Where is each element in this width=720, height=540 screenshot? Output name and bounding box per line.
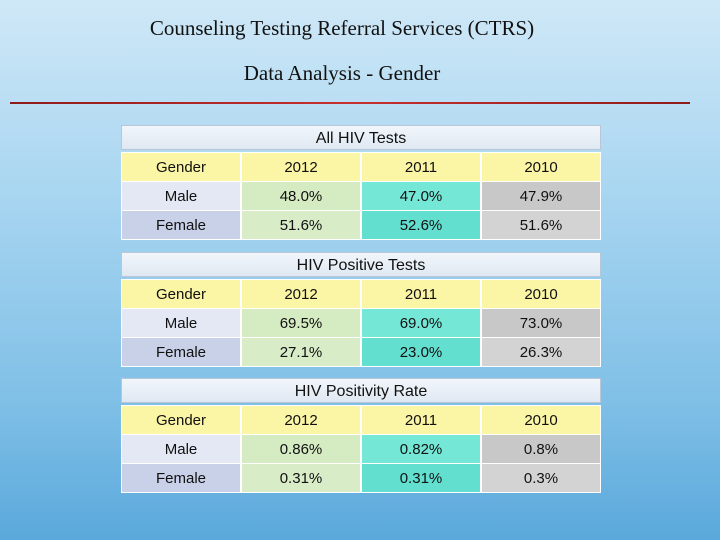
title-divider <box>10 102 690 104</box>
column-header-2010: 2010 <box>481 152 601 182</box>
column-header-2012: 2012 <box>241 405 361 435</box>
cell-2010: 47.9% <box>481 181 601 211</box>
column-header-2012: 2012 <box>241 279 361 309</box>
column-header-gender: Gender <box>121 405 241 435</box>
row-label-female: Female <box>121 463 241 493</box>
cell-2012: 69.5% <box>241 308 361 338</box>
table-row: Male 0.86% 0.82% 0.8% <box>121 434 601 464</box>
table-header-row: Gender 2012 2011 2010 <box>121 152 601 182</box>
row-label-male: Male <box>121 308 241 338</box>
table-header-row: Gender 2012 2011 2010 <box>121 405 601 435</box>
column-header-2011: 2011 <box>361 279 481 309</box>
cell-2010: 51.6% <box>481 210 601 240</box>
page-subtitle: Data Analysis - Gender <box>243 61 441 85</box>
cell-2012: 0.31% <box>241 463 361 493</box>
table-header-row: Gender 2012 2011 2010 <box>121 279 601 309</box>
cell-2012: 48.0% <box>241 181 361 211</box>
row-label-male: Male <box>121 434 241 464</box>
column-header-2011: 2011 <box>361 152 481 182</box>
cell-2010: 26.3% <box>481 337 601 367</box>
cell-2011: 0.82% <box>361 434 481 464</box>
column-header-2010: 2010 <box>481 279 601 309</box>
column-header-gender: Gender <box>121 279 241 309</box>
column-header-2011: 2011 <box>361 405 481 435</box>
cell-2010: 0.8% <box>481 434 601 464</box>
cell-2011: 0.31% <box>361 463 481 493</box>
table-row: Male 48.0% 47.0% 47.9% <box>121 181 601 211</box>
table-row: Male 69.5% 69.0% 73.0% <box>121 308 601 338</box>
table-row: Female 0.31% 0.31% 0.3% <box>121 463 601 493</box>
page-title: Counseling Testing Referral Services (CT… <box>149 16 535 40</box>
cell-2011: 23.0% <box>361 337 481 367</box>
row-label-female: Female <box>121 210 241 240</box>
table-caption: HIV Positive Tests <box>121 252 601 277</box>
column-header-2010: 2010 <box>481 405 601 435</box>
cell-2011: 47.0% <box>361 181 481 211</box>
cell-2012: 51.6% <box>241 210 361 240</box>
cell-2010: 0.3% <box>481 463 601 493</box>
row-label-female: Female <box>121 337 241 367</box>
cell-2011: 69.0% <box>361 308 481 338</box>
cell-2011: 52.6% <box>361 210 481 240</box>
table-caption: All HIV Tests <box>121 125 601 150</box>
table-caption: HIV Positivity Rate <box>121 378 601 403</box>
column-header-gender: Gender <box>121 152 241 182</box>
table-row: Female 51.6% 52.6% 51.6% <box>121 210 601 240</box>
table-row: Female 27.1% 23.0% 26.3% <box>121 337 601 367</box>
cell-2012: 27.1% <box>241 337 361 367</box>
cell-2012: 0.86% <box>241 434 361 464</box>
column-header-2012: 2012 <box>241 152 361 182</box>
row-label-male: Male <box>121 181 241 211</box>
cell-2010: 73.0% <box>481 308 601 338</box>
